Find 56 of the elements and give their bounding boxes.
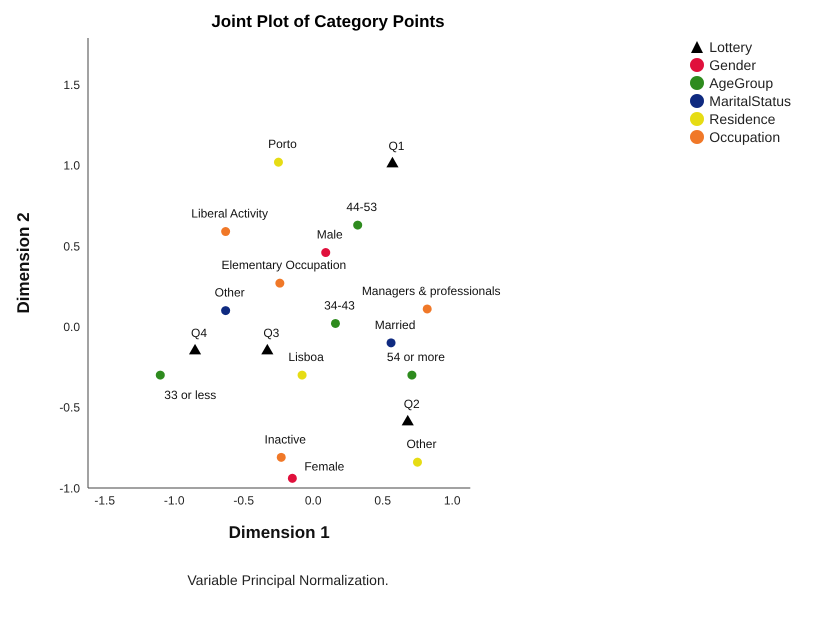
annotation: Liberal Activity	[191, 206, 268, 221]
x-tick-label: -0.5	[233, 494, 254, 508]
annotation: Q3	[263, 326, 280, 340]
point	[221, 306, 230, 316]
point	[156, 370, 165, 380]
legend-label: Lottery	[709, 38, 752, 56]
y-tick-label: 1.5	[63, 78, 80, 92]
annotation: Female	[304, 459, 345, 474]
annotation: 34-43	[324, 298, 356, 312]
point	[386, 338, 396, 348]
point	[221, 227, 230, 236]
x-tick-label: -1.0	[164, 494, 185, 508]
point	[353, 220, 362, 230]
point	[412, 458, 422, 467]
y-tick-label: -0.5	[59, 400, 80, 415]
chart-title: Joint Plot of Category Points	[210, 12, 446, 32]
annotation: Porto	[268, 137, 298, 152]
annotation: Q4	[191, 326, 208, 340]
point	[422, 304, 432, 314]
point	[274, 158, 283, 167]
legend-label: MaritalStatus	[709, 92, 791, 110]
annotation: Other	[406, 437, 436, 452]
y-tick-label: 0.5	[63, 239, 80, 254]
annotation: 54 or more	[386, 350, 446, 364]
x-tick-label: 1.0	[444, 494, 461, 508]
legend-label: AgeGroup	[709, 74, 774, 92]
point	[275, 278, 284, 288]
y-tick-label: 1.0	[63, 158, 80, 173]
point	[276, 452, 286, 462]
y-tick-label: -1.0	[59, 481, 80, 496]
legend-label: Residence	[709, 110, 776, 128]
point	[288, 474, 297, 483]
point	[330, 318, 340, 328]
y-axis-title: Dimension 2	[14, 212, 34, 314]
annotation: Married	[374, 318, 416, 332]
x-tick-label: 0.0	[304, 494, 322, 508]
annotation: Managers & professionals	[362, 284, 501, 298]
annotation: Other	[214, 286, 245, 300]
x-tick-label: 0.5	[374, 494, 392, 508]
annotation: Male	[316, 228, 344, 242]
annotation: Inactive	[264, 432, 306, 446]
text: Variable Principal Normalization.	[186, 572, 390, 588]
legend-label: Occupation	[709, 128, 780, 146]
annotation: Elementary Occupation	[221, 258, 346, 272]
point	[407, 370, 416, 380]
annotation: Lisboa	[288, 350, 324, 364]
annotation: Q1	[388, 138, 405, 153]
annotation: 33 or less	[164, 388, 216, 402]
annotation: Q2	[404, 396, 420, 411]
x-axis-title: Dimension 1	[228, 523, 330, 542]
point	[321, 248, 330, 258]
x-tick-label: -1.5	[94, 494, 116, 508]
annotation: 44-53	[346, 200, 378, 214]
point	[298, 370, 307, 380]
legend-label: Gender	[709, 56, 756, 74]
y-tick-label: 0.0	[63, 320, 80, 334]
